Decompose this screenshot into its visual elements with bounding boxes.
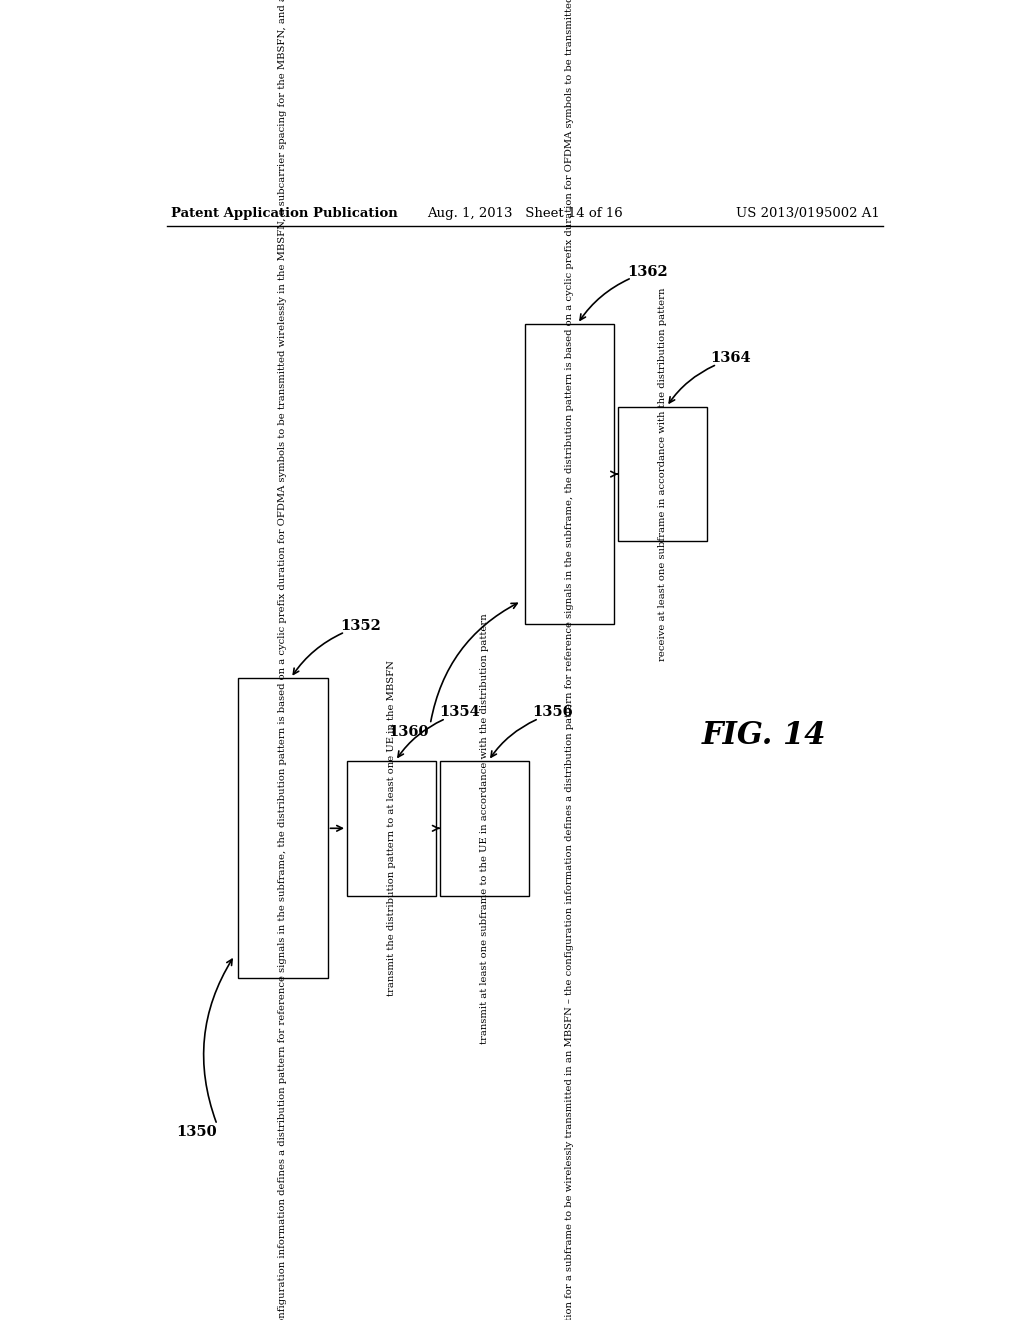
Bar bbox=[440, 760, 529, 896]
Text: Aug. 1, 2013   Sheet 14 of 16: Aug. 1, 2013 Sheet 14 of 16 bbox=[427, 207, 623, 220]
Bar bbox=[525, 323, 614, 624]
Text: US 2013/0195002 A1: US 2013/0195002 A1 bbox=[736, 207, 880, 220]
Text: 1360: 1360 bbox=[388, 725, 429, 739]
Text: transmit at least one subframe to the UE in accordance with the distribution pat: transmit at least one subframe to the UE… bbox=[480, 612, 489, 1044]
Bar bbox=[347, 760, 436, 896]
Bar bbox=[618, 407, 708, 541]
Text: receive at least one subframe in accordance with the distribution pattern: receive at least one subframe in accorda… bbox=[658, 288, 668, 661]
Text: determine configuration information for a subframe to be wirelessly transmitted : determine configuration information for … bbox=[565, 0, 574, 1320]
Text: 1356: 1356 bbox=[532, 705, 573, 719]
Text: 1350: 1350 bbox=[176, 1126, 216, 1139]
Text: 1362: 1362 bbox=[627, 264, 668, 279]
Text: determine configuration information for a subframe to be wirelessly transmitted : determine configuration information for … bbox=[279, 0, 288, 1320]
Text: FIG. 14: FIG. 14 bbox=[701, 721, 825, 751]
Text: Patent Application Publication: Patent Application Publication bbox=[171, 207, 397, 220]
Bar bbox=[239, 678, 328, 978]
Text: 1352: 1352 bbox=[340, 619, 381, 632]
Text: 1354: 1354 bbox=[439, 705, 480, 719]
Text: 1364: 1364 bbox=[711, 351, 752, 366]
Text: transmit the distribution pattern to at least one UE in the MBSFN: transmit the distribution pattern to at … bbox=[387, 660, 396, 997]
